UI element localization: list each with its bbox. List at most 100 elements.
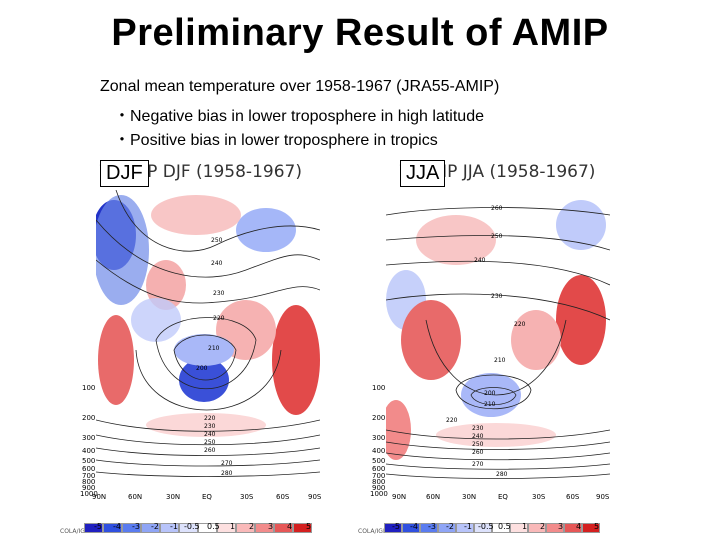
y-tick-label: 200: [82, 414, 96, 422]
colorbar-tick: -1: [464, 522, 472, 531]
contour-label: 260: [204, 447, 216, 454]
y-tick-label: 100: [82, 384, 96, 392]
colorbar-tick: -1: [170, 522, 178, 531]
y-tick-label: 700: [82, 472, 96, 480]
positive-bias-region: [146, 260, 186, 310]
y-tick-label: 800: [82, 478, 96, 486]
x-tick-label: EQ: [498, 493, 508, 501]
contour-label: 240: [204, 431, 216, 438]
colorbar-swatch: [438, 523, 456, 533]
positive-bias-region: [436, 423, 556, 447]
contour-lines: [386, 207, 610, 479]
season-label-jja: JJA: [400, 160, 446, 187]
x-tick-label: 30S: [240, 493, 254, 501]
colorbar-tick: -5: [94, 522, 102, 531]
colorbar-swatch: [141, 523, 160, 533]
season-label-djf: DJF: [100, 160, 149, 187]
contour-label: 270: [221, 460, 233, 467]
colorbar-swatch: [582, 523, 600, 533]
positive-bias-region: [401, 300, 461, 380]
negative-bias-region: [556, 200, 606, 250]
colorbar-swatch: [179, 523, 198, 533]
panel-djf: T AMIP DJF (1958-1967) DJF 250: [60, 160, 321, 540]
contour-label: 210: [494, 357, 506, 364]
colorbar-swatch: [528, 523, 546, 533]
colorbar-tick: 2: [249, 522, 255, 531]
temperature-bias-map-djf: 250 240 230 220 210 200 220 230 240 250 …: [96, 190, 320, 490]
colorbar-jja: [384, 523, 610, 533]
positive-bias-region: [151, 195, 241, 235]
colorbar-tick: -2: [446, 522, 454, 531]
y-tick-label: 600: [372, 465, 386, 473]
negative-bias-region: [96, 195, 149, 305]
colorbar-tick: 5: [306, 522, 312, 531]
x-tick-label: 60N: [128, 493, 143, 501]
contour-label: 250: [211, 237, 223, 244]
colorbar-swatch: [510, 523, 528, 533]
negative-bias-region: [236, 208, 296, 252]
contour-label: 270: [472, 461, 484, 468]
colorbar-swatch: [402, 523, 420, 533]
y-tick-label: 900: [372, 484, 386, 492]
y-tick-label: 600: [82, 465, 96, 473]
contour-label: 280: [221, 470, 233, 477]
colorbar-tick: 0.5: [207, 522, 220, 531]
y-tick-label: 700: [372, 472, 386, 480]
colorbar-swatch: [217, 523, 236, 533]
contour-label: 210: [208, 345, 220, 352]
y-tick-label: 1000: [80, 490, 98, 498]
colorbar-swatch: [474, 523, 492, 533]
contour-label: 250: [472, 441, 484, 448]
y-tick-label: 500: [372, 457, 386, 465]
colorbar-swatch: [564, 523, 582, 533]
colorbar-tick: 3: [268, 522, 274, 531]
contour-label: 220: [213, 315, 225, 322]
contour-label: 250: [204, 439, 216, 446]
contour-label: 210: [484, 401, 496, 408]
colorbar-tick: -0.5: [184, 522, 200, 531]
colorbar-tick: -4: [113, 522, 121, 531]
contour-label: 230: [204, 423, 216, 430]
contour-label: 230: [491, 293, 503, 300]
y-tick-label: 300: [82, 434, 96, 442]
colorbar-swatch: [274, 523, 293, 533]
slide-subtitle: Zonal mean temperature over 1958-1967 (J…: [100, 78, 500, 95]
contour-label: 220: [204, 415, 216, 422]
colorbar-swatch: [293, 523, 312, 533]
colorbar-djf: [84, 523, 314, 533]
bullet-negative-bias: ・Negative bias in lower troposphere in h…: [114, 108, 484, 125]
contour-lines: [96, 190, 320, 477]
contour-label: 240: [211, 260, 223, 267]
positive-bias-region: [556, 275, 606, 365]
colorbar-tick: -4: [410, 522, 418, 531]
temperature-bias-map-jja: 260 250 240 230 220 210 200 210 220 230 …: [386, 190, 610, 490]
colorbar-swatch: [160, 523, 179, 533]
colorbar-tick: -5: [392, 522, 400, 531]
contour-label: 200: [196, 365, 208, 372]
y-tick-label: 200: [372, 414, 386, 422]
contour-label: 280: [496, 471, 508, 478]
colorbar-swatch: [420, 523, 438, 533]
positive-bias-region: [511, 310, 561, 370]
colorbar-swatch: [384, 523, 402, 533]
x-tick-label: 60S: [276, 493, 290, 501]
y-tick-label: 400: [82, 447, 96, 455]
contour-label: 240: [472, 433, 484, 440]
colorbar-tick: 0.5: [498, 522, 511, 531]
positive-bias-region: [98, 315, 134, 405]
bullet-positive-bias: ・Positive bias in lower troposphere in t…: [114, 132, 438, 149]
contour-label: 260: [472, 449, 484, 456]
contour-label: 240: [474, 257, 486, 264]
colorbar-swatch: [546, 523, 564, 533]
colorbar-tick: 4: [287, 522, 293, 531]
colorbar-swatch: [456, 523, 474, 533]
x-tick-label: 60N: [426, 493, 441, 501]
colorbar-tick: 1: [230, 522, 236, 531]
colorbar-swatch: [255, 523, 274, 533]
contour-label: 260: [491, 205, 503, 212]
credit-label: COLA/IGES: [358, 528, 391, 535]
y-tick-label: 300: [372, 434, 386, 442]
x-tick-label: EQ: [202, 493, 212, 501]
y-tick-label: 1000: [370, 490, 388, 498]
plot-title-djf: T AMIP DJF (1958-1967): [100, 162, 302, 182]
